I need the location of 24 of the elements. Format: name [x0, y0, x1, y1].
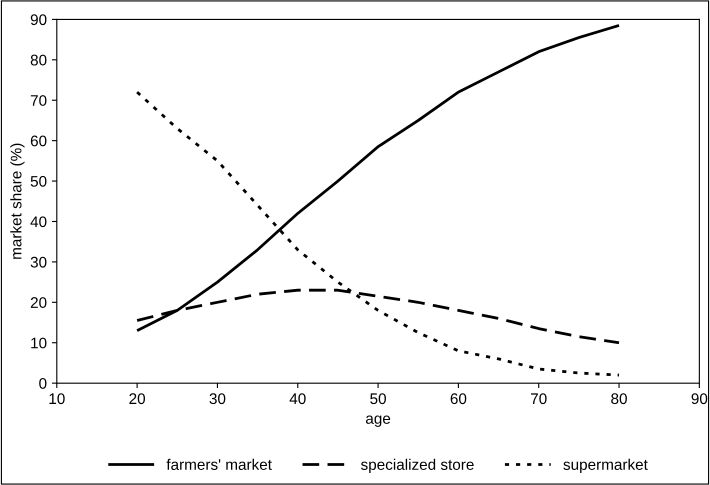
legend-label: supermarket [563, 458, 648, 473]
legend-label: farmers' market [166, 458, 272, 470]
x-tick-label: 80 [611, 393, 627, 404]
y-tick-label: 10 [31, 338, 46, 348]
x-tick-label: 20 [129, 393, 146, 404]
y-axis-title: market share (%) [10, 144, 25, 259]
y-tick-label: 30 [30, 256, 46, 268]
y-tick-label: 70 [30, 95, 46, 106]
x-tick-label: 40 [290, 393, 306, 404]
x-tick-label: 70 [531, 393, 547, 404]
x-tick-label: 10 [49, 393, 65, 404]
y-tick-label: 20 [30, 297, 46, 308]
y-tick-label: 40 [30, 216, 46, 228]
x-axis-title: age [366, 416, 390, 427]
y-tick-label: 0 [39, 378, 46, 389]
x-tick-label: 50 [370, 393, 386, 404]
x-tick-label: 90 [692, 393, 708, 404]
legend-label: specialized store [360, 458, 474, 473]
x-tick-label: 60 [450, 393, 466, 404]
y-tick-label: 60 [30, 136, 46, 146]
y-tick-label: 90 [30, 14, 46, 26]
x-tick-label: 30 [210, 393, 226, 404]
y-tick-label: 50 [30, 176, 46, 187]
y-tick-label: 80 [30, 54, 46, 66]
